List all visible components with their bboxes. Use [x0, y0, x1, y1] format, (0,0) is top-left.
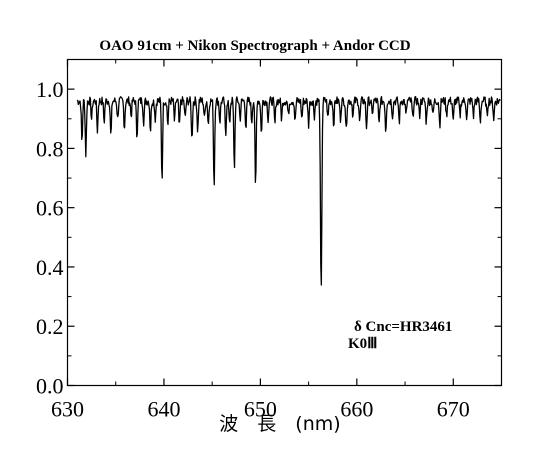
y-tick-label: 0.8: [36, 136, 64, 161]
y-tick-label: 1.0: [36, 77, 64, 102]
x-tick-label: 640: [147, 397, 180, 422]
x-axis-label: 波 長 (nm): [219, 413, 340, 435]
chart-title: OAO 91cm + Nikon Spectrograph + Andor CC…: [99, 38, 410, 54]
y-tick-label: 0.0: [36, 374, 64, 399]
y-tick-label: 0.4: [36, 255, 64, 280]
star-name-annotation: δ Cnc=HR3461: [354, 319, 452, 335]
x-axis: 630 640 650 660 670: [51, 59, 470, 422]
plot-frame: [66, 58, 503, 387]
y-tick-label: 0.2: [36, 314, 64, 339]
x-tick-label: 630: [51, 397, 84, 422]
spectral-type-annotation: K0Ⅲ: [348, 336, 378, 352]
x-tick-label: 670: [437, 397, 470, 422]
y-axis: 0.0 0.2 0.4 0.6 0.8 1.0: [36, 59, 502, 399]
x-tick-label: 650: [244, 397, 277, 422]
spectrum-line: [76, 95, 501, 286]
x-tick-label: 660: [340, 397, 373, 422]
y-tick-label: 0.6: [36, 196, 64, 221]
